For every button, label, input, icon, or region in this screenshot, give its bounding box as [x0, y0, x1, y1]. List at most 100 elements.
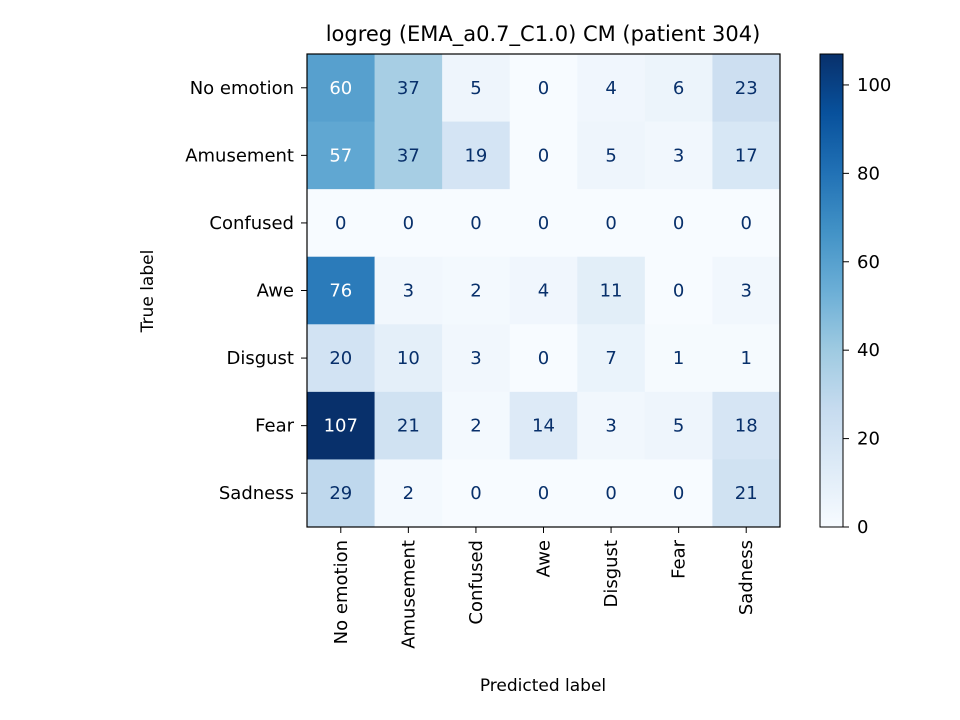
matrix-cell: [307, 459, 376, 528]
x-axis-label: Predicted label: [480, 676, 606, 696]
y-tick-label: Amusement: [185, 145, 294, 166]
matrix-cell: [374, 459, 443, 528]
cell-value-label: 2: [470, 416, 481, 437]
cell-value-label: 3: [740, 281, 751, 302]
matrix-cell: [712, 256, 781, 325]
cell-value-label: 5: [605, 145, 616, 166]
cell-value-label: 4: [538, 281, 549, 302]
colorbar: [819, 53, 844, 528]
matrix-cell: [712, 459, 781, 528]
matrix-cell: [712, 391, 781, 460]
cell-value-label: 18: [735, 416, 758, 437]
colorbar-tick-label: 0: [857, 517, 868, 538]
matrix-cell: [442, 189, 511, 258]
x-tick-label: Sadness: [736, 540, 757, 615]
cell-value-label: 0: [538, 483, 549, 504]
matrix-cell: [644, 324, 713, 393]
matrix-cell: [509, 459, 578, 528]
cell-value-label: 76: [329, 281, 352, 302]
matrix-cell: [307, 256, 376, 325]
cell-value-label: 0: [470, 213, 481, 234]
matrix-cell: [509, 54, 578, 123]
cell-value-label: 1: [673, 348, 684, 369]
cell-value-label: 19: [464, 145, 487, 166]
colorbar-tick-label: 100: [857, 75, 891, 96]
cell-value-label: 4: [605, 78, 616, 99]
matrix-cell: [509, 189, 578, 258]
matrix-cell: [374, 256, 443, 325]
y-tick-label: Sadness: [219, 483, 294, 504]
matrix-cell: [577, 391, 646, 460]
cell-value-label: 0: [335, 213, 346, 234]
matrix-cell: [442, 324, 511, 393]
colorbar-tick-label: 40: [857, 340, 880, 361]
matrix-cell: [374, 54, 443, 123]
cell-value-label: 17: [735, 145, 758, 166]
cell-value-label: 0: [403, 213, 414, 234]
cell-value-label: 14: [532, 416, 555, 437]
matrix-cell: [712, 121, 781, 190]
y-tick-label: Disgust: [226, 348, 294, 369]
chart-title: logreg (EMA_a0.7_C1.0) CM (patient 304): [326, 22, 761, 47]
y-tick-label: Fear: [255, 416, 294, 437]
x-tick-label: No emotion: [331, 540, 352, 644]
matrix-cell: [577, 54, 646, 123]
cell-value-label: 107: [324, 416, 358, 437]
matrix-cell: [644, 459, 713, 528]
cell-value-label: 20: [329, 348, 352, 369]
cell-value-label: 3: [605, 416, 616, 437]
matrix-cell: [644, 54, 713, 123]
cell-value-label: 0: [605, 483, 616, 504]
matrix-cell: [374, 391, 443, 460]
cell-value-label: 0: [673, 281, 684, 302]
matrix-cell: [577, 189, 646, 258]
cell-value-label: 0: [605, 213, 616, 234]
cell-value-label: 2: [470, 281, 481, 302]
colorbar-tick-label: 60: [857, 252, 880, 273]
cell-value-label: 21: [735, 483, 758, 504]
cell-value-label: 0: [673, 213, 684, 234]
cell-value-label: 3: [403, 281, 414, 302]
matrix-cell: [712, 324, 781, 393]
matrix-cell: [577, 121, 646, 190]
cell-value-label: 6: [673, 78, 684, 99]
matrix-cell: [307, 391, 376, 460]
matrix-cell: [374, 189, 443, 258]
matrix-cell: [307, 324, 376, 393]
matrix-cell: [307, 121, 376, 190]
y-tick-label: Awe: [257, 281, 294, 302]
matrix-cell: [712, 54, 781, 123]
cell-value-label: 11: [600, 281, 623, 302]
matrix-cell: [374, 121, 443, 190]
matrix-cell: [577, 459, 646, 528]
matrix-cell: [644, 256, 713, 325]
cell-value-label: 0: [538, 145, 549, 166]
colorbar-ticks: 0 20 40 60 80 100: [843, 75, 891, 538]
matrix-cell: [442, 391, 511, 460]
matrix-cell: [442, 121, 511, 190]
cell-value-label: 0: [470, 483, 481, 504]
colorbar-tick-label: 80: [857, 163, 880, 184]
cell-value-label: 0: [538, 213, 549, 234]
cell-value-label: 5: [673, 416, 684, 437]
cell-value-label: 60: [329, 78, 352, 99]
matrix-cell: [374, 324, 443, 393]
cell-value-label: 21: [397, 416, 420, 437]
cell-value-label: 1: [740, 348, 751, 369]
matrix-cell: [442, 54, 511, 123]
cell-value-label: 5: [470, 78, 481, 99]
cell-value-label: 3: [673, 145, 684, 166]
y-tick-label: No emotion: [190, 78, 294, 99]
cell-value-label: 0: [538, 348, 549, 369]
x-tick-label: Awe: [534, 540, 555, 577]
matrix-cell: [509, 256, 578, 325]
y-axis-label: True label: [138, 250, 158, 334]
cell-value-label: 0: [538, 78, 549, 99]
matrix-cell: [644, 121, 713, 190]
y-tick-label: Confused: [209, 213, 294, 234]
y-axis-ticks: No emotion Amusement Confused Awe Disgust Fea…: [185, 78, 307, 504]
matrix-cell: [712, 189, 781, 258]
matrix-cell: [509, 391, 578, 460]
cell-value-label: 37: [397, 78, 420, 99]
